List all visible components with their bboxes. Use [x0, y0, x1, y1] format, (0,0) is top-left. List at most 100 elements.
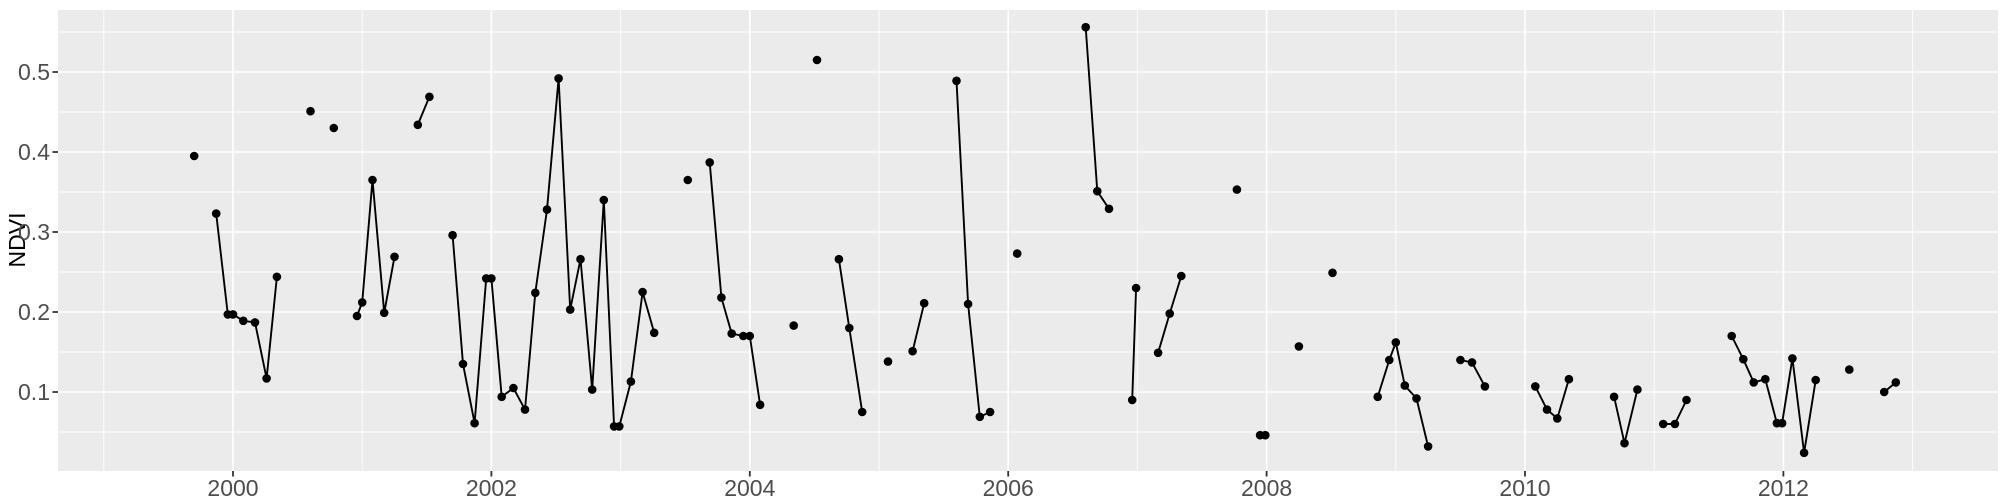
data-point	[626, 377, 636, 386]
data-point	[1081, 22, 1090, 32]
data-point	[834, 254, 844, 264]
data-point	[487, 274, 496, 283]
data-point	[1391, 338, 1401, 347]
data-point	[1633, 385, 1642, 394]
data-point	[1385, 355, 1394, 365]
series-line	[1131, 287, 1138, 401]
data-point	[520, 405, 530, 414]
data-point	[705, 158, 714, 167]
x-tick-label: 2008	[1241, 475, 1292, 500]
data-point	[845, 323, 854, 333]
data-point	[1891, 378, 1901, 387]
data-point	[587, 385, 597, 394]
data-point	[908, 346, 917, 356]
data-point	[1542, 405, 1552, 414]
data-point	[615, 422, 624, 431]
data-point	[919, 298, 929, 308]
data-point	[727, 329, 736, 338]
data-point	[357, 298, 367, 307]
data-point	[1777, 418, 1787, 428]
data-point	[649, 328, 659, 338]
data-point	[1373, 392, 1382, 402]
data-point	[683, 175, 693, 185]
data-point	[1845, 365, 1854, 374]
y-tick-label: 0.2	[18, 299, 50, 325]
data-point	[883, 357, 893, 366]
data-point	[352, 311, 362, 321]
data-point	[755, 400, 765, 410]
data-point	[379, 308, 389, 318]
data-point	[1232, 185, 1242, 194]
y-tick-label: 0.1	[18, 379, 50, 405]
y-axis-ticks	[52, 71, 58, 393]
data-point	[975, 412, 985, 422]
data-point	[638, 287, 647, 297]
data-point	[239, 316, 248, 326]
data-point	[739, 331, 748, 341]
x-tick-label: 2000	[207, 475, 258, 500]
series-line	[416, 95, 431, 126]
data-point	[985, 407, 995, 417]
x-tick-label: 2002	[466, 475, 517, 500]
data-point	[952, 76, 961, 86]
data-point	[306, 106, 315, 116]
data-point	[413, 120, 423, 130]
data-point	[211, 209, 221, 218]
data-point	[1564, 374, 1574, 384]
data-point	[1467, 358, 1477, 367]
x-axis-ticks	[232, 471, 1785, 477]
data-point	[717, 293, 726, 302]
series-line	[1534, 378, 1570, 420]
data-point	[425, 92, 434, 102]
data-point	[458, 359, 468, 369]
data-point	[272, 272, 282, 282]
data-point	[1799, 448, 1809, 458]
data-point	[1093, 186, 1102, 196]
data-point	[368, 175, 377, 185]
data-point	[1609, 392, 1619, 402]
data-point	[1400, 381, 1410, 390]
data-point	[228, 310, 238, 319]
data-point	[812, 55, 822, 65]
y-axis-labels: 0.1 0.2 0.3 0.4 0.5	[18, 59, 50, 405]
data-point	[1739, 354, 1748, 364]
data-point	[1412, 394, 1421, 403]
data-point	[542, 205, 552, 214]
x-tick-label: 2012	[1758, 475, 1809, 500]
data-point	[1165, 309, 1174, 318]
data-point	[1104, 204, 1114, 214]
data-point	[745, 331, 755, 341]
data-point	[1423, 442, 1433, 451]
data-point	[1153, 348, 1163, 358]
data-point	[576, 254, 585, 264]
data-point	[509, 383, 518, 393]
data-point	[599, 195, 609, 205]
data-point	[250, 318, 260, 327]
data-point	[1294, 342, 1304, 351]
x-tick-label: 2004	[724, 475, 775, 500]
data-point	[531, 288, 540, 298]
data-point	[329, 123, 339, 133]
grid-major	[58, 10, 1998, 471]
data-point	[189, 151, 199, 161]
data-series	[189, 22, 1901, 458]
data-point	[1261, 430, 1270, 440]
y-tick-label: 0.5	[18, 59, 50, 85]
data-point	[1749, 378, 1758, 387]
data-point	[262, 374, 271, 383]
series-line	[1376, 341, 1430, 448]
series-line	[955, 79, 992, 418]
x-axis-labels: 2000 2002 2004 2006 2008 2010 2012	[207, 475, 1809, 500]
data-point	[1811, 375, 1820, 385]
data-point	[1727, 331, 1736, 341]
data-point	[470, 418, 479, 428]
data-point	[1177, 271, 1186, 281]
data-point	[390, 252, 399, 262]
data-point	[1788, 354, 1797, 363]
y-tick-label: 0.3	[18, 219, 50, 245]
data-point	[1531, 382, 1540, 391]
data-point	[497, 392, 507, 402]
data-point	[1328, 268, 1337, 278]
